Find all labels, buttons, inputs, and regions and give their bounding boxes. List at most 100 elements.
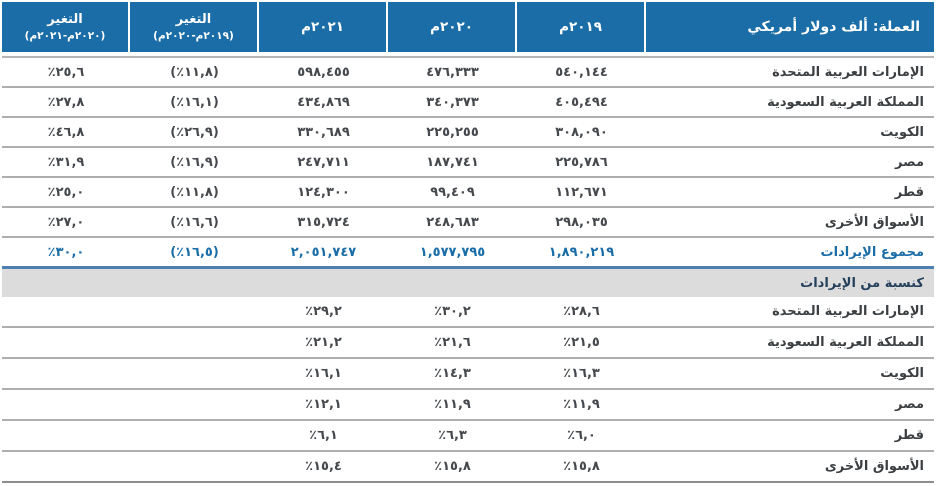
share-2019-cell: ١١,٩٪ [517,390,646,421]
market-label-cell: قطر [646,421,934,452]
share-2020-cell: ١٤,٣٪ [388,359,517,390]
table-row: قطر ١١٢,٦٧١ ٩٩,٤٠٩ ١٢٤,٣٠٠ (١١,٨٪) ٢٥,٠٪ [2,178,934,208]
value-2021-cell: ١٢٤,٣٠٠ [259,178,388,208]
change-2020-2021-cell: ٢٥,٠٪ [2,178,130,208]
value-2021-cell: ٢٤٧,٧١١ [259,148,388,178]
change-2019-2020-header-cell: التغير (٢٠١٩م-٢٠٢٠م) [130,2,259,56]
share-2021-cell: ٢١,٢٪ [259,328,388,359]
market-label-cell: الأسواق الأخرى [646,208,934,238]
total-label-cell: مجموع الإيرادات [646,238,934,269]
share-2021-cell: ٦,١٪ [259,421,388,452]
empty-cell [130,359,259,390]
market-label-cell: المملكة العربية السعودية [646,88,934,118]
value-2019-cell: ٤٠٥,٤٩٤ [517,88,646,118]
share-2020-cell: ٦,٣٪ [388,421,517,452]
share-2020-cell: ٣٠,٢٪ [388,297,517,328]
table-row: الكويت ١٦,٣٪ ١٤,٣٪ ١٦,١٪ [2,359,934,390]
value-2019-cell: ١١٢,٦٧١ [517,178,646,208]
share-2021-cell: ٢٩,٢٪ [259,297,388,328]
value-2020-cell: ٢٤٨,٦٨٣ [388,208,517,238]
market-label-cell: الإمارات العربية المتحدة [646,297,934,328]
value-2020-cell: ٣٤٠,٣٧٣ [388,88,517,118]
empty-cell [130,452,259,483]
share-section-header-row: كنسبة من الإيرادات [2,269,934,297]
share-2019-cell: ٦,٠٪ [517,421,646,452]
value-2020-cell: ٤٧٦,٣٣٣ [388,56,517,88]
table-row: الإمارات العربية المتحدة ٥٤٠,١٤٤ ٤٧٦,٣٣٣ ٥٩… [2,56,934,88]
currency-header-cell: العملة: ألف دولار أمريكي [646,2,934,56]
market-label-cell: قطر [646,178,934,208]
market-label-cell: المملكة العربية السعودية [646,328,934,359]
table-row: المملكة العربية السعودية ٢١,٥٪ ٢١,٦٪ ٢١,٢٪ [2,328,934,359]
share-2020-cell: ١٥,٨٪ [388,452,517,483]
change-2019-2020-cell: (١٦,٦٪) [130,208,259,238]
revenue-rows: الإمارات العربية المتحدة ٥٤٠,١٤٤ ٤٧٦,٣٣٣ ٥٩… [2,56,934,238]
table-row: المملكة العربية السعودية ٤٠٥,٤٩٤ ٣٤٠,٣٧٣ ٤٣… [2,88,934,118]
empty-cell [130,328,259,359]
total-change-2019-2020-cell: (١٦,٥٪) [130,238,259,269]
share-2021-cell: ١٢,١٪ [259,390,388,421]
empty-cell [2,328,130,359]
table-header: العملة: ألف دولار أمريكي ٢٠١٩م ٢٠٢٠م ٢٠٢… [2,2,934,56]
empty-cell [130,421,259,452]
empty-cell [2,421,130,452]
year-2020-header-cell: ٢٠٢٠م [388,2,517,56]
market-label-cell: الكويت [646,359,934,390]
value-2021-cell: ٣٣٠,٦٨٩ [259,118,388,148]
total-revenues-row: مجموع الإيرادات ١,٨٩٠,٢١٩ ١,٥٧٧,٧٩٥ ٢,٠٥… [2,238,934,269]
value-2019-cell: ٢٢٥,٧٨٦ [517,148,646,178]
share-2019-cell: ١٦,٣٪ [517,359,646,390]
empty-cell [130,297,259,328]
total-2020-cell: ١,٥٧٧,٧٩٥ [388,238,517,269]
change-2020-2021-cell: ٤٦,٨٪ [2,118,130,148]
total-2019-cell: ١,٨٩٠,٢١٩ [517,238,646,269]
table-row: الإمارات العربية المتحدة ٢٨,٦٪ ٣٠,٢٪ ٢٩,٢٪ [2,297,934,328]
empty-cell [2,452,130,483]
empty-cell [130,390,259,421]
change-2020-2021-cell: ٢٧,٠٪ [2,208,130,238]
table-row: مصر ٢٢٥,٧٨٦ ١٨٧,٧٤١ ٢٤٧,٧١١ (١٦,٩٪) ٣١,٩٪ [2,148,934,178]
totals-and-section: مجموع الإيرادات ١,٨٩٠,٢١٩ ١,٥٧٧,٧٩٥ ٢,٠٥… [2,238,934,297]
change-2020-2021-cell: ٢٧,٨٪ [2,88,130,118]
change-label: التغير [47,12,83,28]
table-row: الأسواق الأخرى ١٥,٨٪ ١٥,٨٪ ١٥,٤٪ [2,452,934,483]
change-label: التغير [175,12,212,28]
share-2019-cell: ١٥,٨٪ [517,452,646,483]
change-2019-2020-cell: (١١,٨٪) [130,178,259,208]
change-2019-2020-cell: (١٦,٩٪) [130,148,259,178]
share-2019-cell: ٢٨,٦٪ [517,297,646,328]
year-2021-header-cell: ٢٠٢١م [259,2,388,56]
market-label-cell: مصر [646,390,934,421]
change-2020-2021-cell: ٢٥,٦٪ [2,56,130,88]
value-2021-cell: ٣١٥,٧٢٤ [259,208,388,238]
value-2021-cell: ٥٩٨,٤٥٥ [259,56,388,88]
share-2020-cell: ١١,٩٪ [388,390,517,421]
market-label-cell: الأسواق الأخرى [646,452,934,483]
share-rows: الإمارات العربية المتحدة ٢٨,٦٪ ٣٠,٢٪ ٢٩,٢٪ ا… [2,297,934,483]
change-2020-2021-cell: ٣١,٩٪ [2,148,130,178]
change-2019-2020-cell: (١١,٨٪) [130,56,259,88]
market-label-cell: الإمارات العربية المتحدة [646,56,934,88]
change-period: (٢٠١٩م-٢٠٢٠م) [153,30,234,43]
value-2020-cell: ٢٢٥,٢٥٥ [388,118,517,148]
empty-cell [2,390,130,421]
value-2019-cell: ٢٩٨,٠٣٥ [517,208,646,238]
table-row: الأسواق الأخرى ٢٩٨,٠٣٥ ٢٤٨,٦٨٣ ٣١٥,٧٢٤ (١٦,٦… [2,208,934,238]
change-period: (٢٠٢٠م-٢٠٢١م) [24,30,106,43]
value-2020-cell: ٩٩,٤٠٩ [388,178,517,208]
value-2021-cell: ٤٣٤,٨٦٩ [259,88,388,118]
value-2019-cell: ٣٠٨,٠٩٠ [517,118,646,148]
share-2019-cell: ٢١,٥٪ [517,328,646,359]
change-2019-2020-cell: (١٦,١٪) [130,88,259,118]
change-2020-2021-header-cell: التغير (٢٠٢٠م-٢٠٢١م) [2,2,130,56]
value-2020-cell: ١٨٧,٧٤١ [388,148,517,178]
share-2021-cell: ١٦,١٪ [259,359,388,390]
share-section-title: كنسبة من الإيرادات [2,269,934,297]
value-2019-cell: ٥٤٠,١٤٤ [517,56,646,88]
table-row: الكويت ٣٠٨,٠٩٠ ٢٢٥,٢٥٥ ٣٣٠,٦٨٩ (٢٦,٩٪) ٤٦,٨٪ [2,118,934,148]
total-2021-cell: ٢,٠٥١,٧٤٧ [259,238,388,269]
table-row: مصر ١١,٩٪ ١١,٩٪ ١٢,١٪ [2,390,934,421]
table-row: قطر ٦,٠٪ ٦,٣٪ ٦,١٪ [2,421,934,452]
